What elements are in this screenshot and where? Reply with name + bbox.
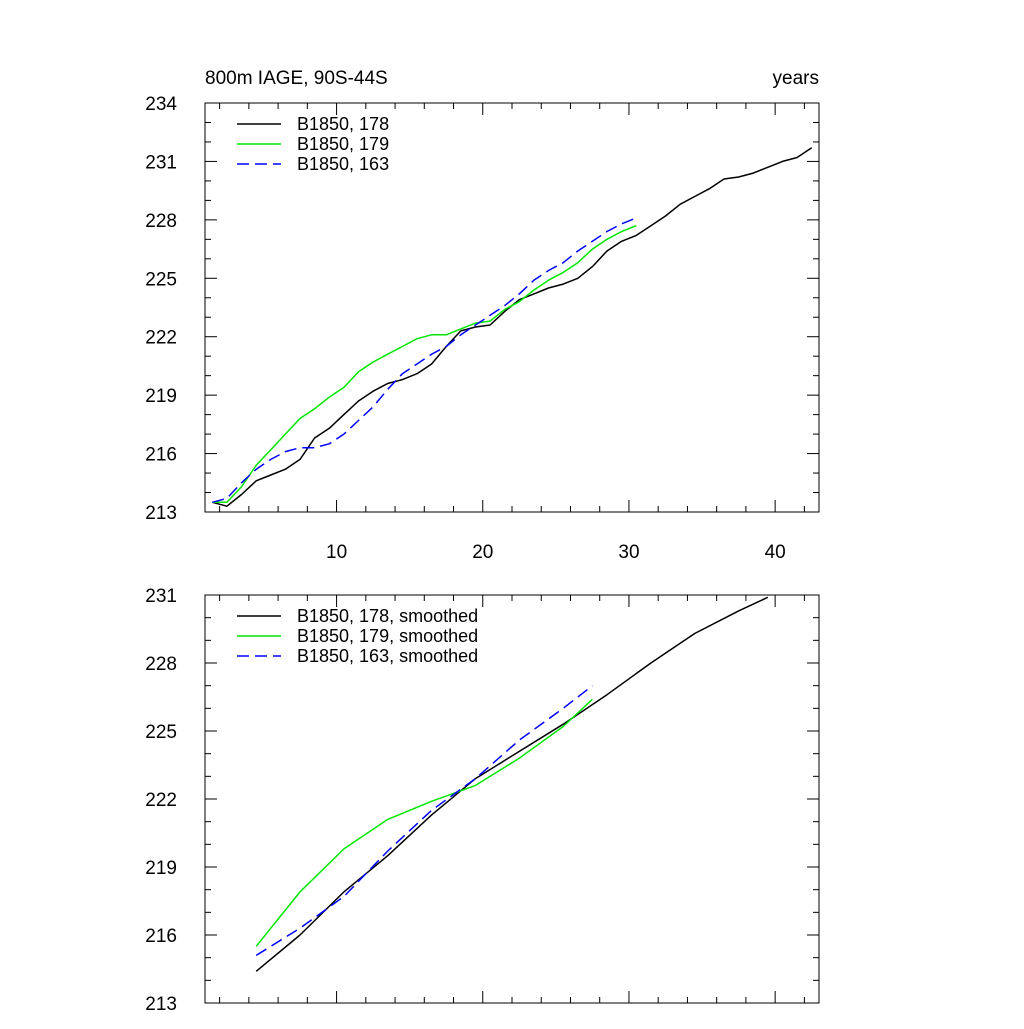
y-tick-label: 213 [145,503,177,524]
chart-title: 800m IAGE, 90S-44S [205,68,388,89]
legend-label-3: B1850, 163, smoothed [297,646,478,666]
y-tick-label: 216 [145,445,177,466]
units-label: years [773,68,819,89]
y-tick-label: 216 [145,926,177,947]
y-tick-label: 225 [145,269,177,290]
y-tick-label: 231 [145,586,177,607]
chart-panel-2: 213 216 219 222 225 228 231 B1850, 178, smoothe… [145,586,820,1015]
legend-label-2: B1850, 179, smoothed [297,626,478,646]
chart-panel-1: 213 216 219 222 225 228 231 234 10 20 30 40 800m IAG… [145,68,820,563]
legend-label-1: B1850, 178 [297,114,389,134]
y-tick-label: 222 [145,328,177,349]
x-tick-label: 10 [326,542,347,563]
legend-label-2: B1850, 179 [297,134,389,154]
y-tick-label: 228 [145,211,177,232]
y-tick-label: 219 [145,858,177,879]
x-tick-label: 40 [765,542,786,563]
y-tick-label: 213 [145,994,177,1015]
y-tick-label: 225 [145,722,177,743]
y-tick-label: 228 [145,654,177,675]
y-tick-label: 219 [145,386,177,407]
series-line-3 [212,217,637,504]
legend-label-1: B1850, 178, smoothed [297,606,478,626]
series-line-1 [255,596,769,972]
series-line-2 [255,698,593,947]
x-tick-label: 20 [472,542,493,563]
y-tick-label: 234 [145,94,177,115]
series-line-2 [212,225,637,504]
series-line-3 [255,685,593,957]
y-tick-label: 231 [145,152,177,173]
legend-label-3: B1850, 163 [297,154,389,174]
y-tick-label: 222 [145,790,177,811]
x-tick-label: 30 [618,542,639,563]
series-line-1 [212,147,813,507]
